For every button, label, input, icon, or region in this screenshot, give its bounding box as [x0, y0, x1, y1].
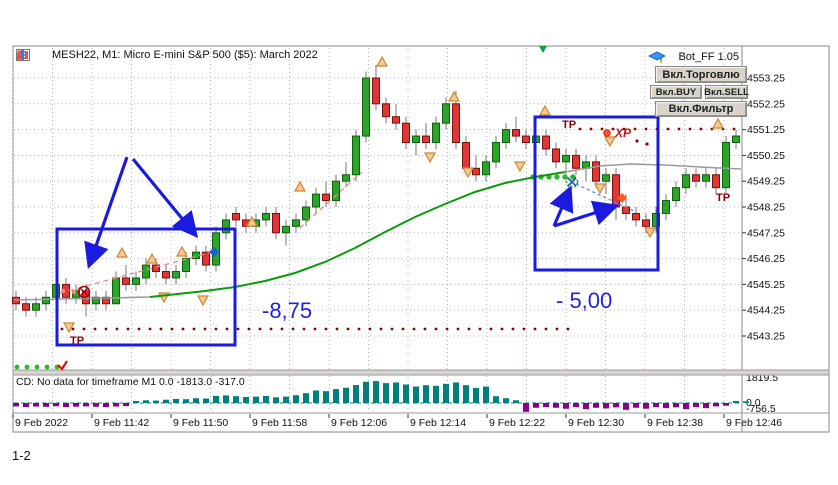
highlight-rect-right[interactable]	[533, 115, 660, 272]
arrow-left-down	[84, 156, 129, 270]
blue-diamond-marker	[209, 247, 219, 257]
loss-label-right: - 5,00	[556, 288, 612, 313]
indicator-histogram	[13, 381, 749, 412]
svg-text:9 Feb 12:30: 9 Feb 12:30	[568, 417, 624, 429]
svg-text:4549.25: 4549.25	[747, 176, 785, 188]
buy-x-marker	[567, 177, 577, 187]
up-arrow-icon	[447, 90, 461, 102]
top-marker-triangle	[539, 46, 547, 53]
enable-sell-button[interactable]: Вкл.SELL	[704, 85, 749, 99]
up-arrow-icon	[711, 117, 725, 129]
svg-text:4553.25: 4553.25	[747, 73, 785, 85]
svg-text:9 Feb 2022: 9 Feb 2022	[15, 417, 68, 429]
signal-dot-rows	[14, 127, 736, 370]
up-arrow-icon	[245, 215, 259, 227]
sell-circle-marker	[77, 285, 91, 299]
down-arrow-icon	[593, 183, 607, 195]
svg-text:9 Feb 12:22: 9 Feb 12:22	[489, 417, 545, 429]
svg-text:4544.25: 4544.25	[747, 305, 785, 317]
bot-label-row: Bot_FF 1.05	[648, 51, 756, 64]
sell-x-marker	[79, 287, 89, 297]
annotation-arrows	[84, 156, 620, 270]
svg-text:9 Feb 12:46: 9 Feb 12:46	[726, 417, 782, 429]
bot-name-label: Bot_FF 1.05	[678, 51, 739, 63]
trendline-blue-dashed	[575, 183, 635, 212]
down-arrow-icon	[513, 161, 527, 173]
chart-type-icon[interactable]	[17, 49, 48, 61]
indicator-info-text: CD: No data for timeframe M1 0.0 -1813.0…	[16, 376, 245, 388]
up-arrow-icon	[175, 245, 189, 257]
down-arrow-icon	[643, 227, 657, 239]
svg-text:4548.25: 4548.25	[747, 202, 785, 214]
graduation-cap-icon	[648, 51, 756, 64]
enable-buy-button[interactable]: Вкл.BUY	[650, 85, 702, 99]
up-arrow-icon	[538, 104, 552, 116]
down-arrow-icon	[196, 295, 210, 307]
tp-label-right: TP	[562, 119, 576, 131]
ma-line-gray-right	[564, 163, 742, 173]
svg-text:4550.25: 4550.25	[747, 150, 785, 162]
svg-text:4552.25: 4552.25	[747, 98, 785, 110]
svg-text:9 Feb 12:38: 9 Feb 12:38	[647, 417, 703, 429]
entry-dot	[71, 289, 77, 295]
up-arrow-icon	[375, 55, 389, 67]
loss-label-left: -8,75	[262, 298, 312, 323]
orange-diamond-marker	[617, 193, 627, 203]
down-arrow-icon	[603, 136, 617, 148]
svg-text:4545.25: 4545.25	[747, 279, 785, 291]
highlight-rect-left[interactable]	[55, 227, 237, 347]
arrow-right-up	[549, 185, 574, 227]
arrow-right-diag	[553, 200, 620, 228]
svg-text:9 Feb 12:14: 9 Feb 12:14	[410, 417, 466, 429]
tp-dot	[635, 139, 639, 143]
svg-text:0.0: 0.0	[746, 397, 761, 409]
buy-circle-marker	[565, 175, 579, 189]
page-caption: 1-2	[12, 448, 31, 463]
axes: 4553.25 4552.25 4551.25 4550.25 4549.25 4548.…	[12, 73, 785, 429]
down-arrow-icon	[62, 322, 76, 334]
enable-trading-button[interactable]: Вкл.Торговлю	[655, 66, 747, 83]
arrow-left-right	[131, 157, 199, 238]
svg-text:9 Feb 11:50: 9 Feb 11:50	[173, 417, 228, 429]
svg-text:4546.25: 4546.25	[747, 253, 785, 265]
svg-text:4547.25: 4547.25	[747, 227, 785, 239]
svg-text:9 Feb 11:42: 9 Feb 11:42	[94, 417, 149, 429]
svg-text:-756.5: -756.5	[746, 403, 776, 415]
semafor-arrows	[62, 55, 725, 334]
chart-title-row: MESH22, M1: Micro E-mini S&P 500 ($5): M…	[16, 49, 318, 61]
svg-text:9 Feb 12:06: 9 Feb 12:06	[331, 417, 387, 429]
chart-title: MESH22, M1: Micro E-mini S&P 500 ($5): M…	[52, 49, 318, 61]
tp-dot	[645, 142, 649, 146]
up-arrow-icon	[115, 246, 129, 258]
up-arrow-icon	[293, 180, 307, 192]
trendline-salmon-mid	[299, 171, 363, 229]
xp-label: ХР	[614, 126, 632, 140]
ma-line-green	[149, 171, 566, 298]
xp-dot-marker	[603, 129, 611, 137]
svg-text:9 Feb 11:58: 9 Feb 11:58	[252, 417, 307, 429]
tp-label-far-right: TP	[716, 192, 730, 204]
svg-text:4543.25: 4543.25	[747, 331, 785, 343]
svg-text:4551.25: 4551.25	[747, 124, 785, 136]
pane-separator[interactable]	[12, 369, 830, 414]
up-arrow-icon	[145, 252, 159, 264]
red-check-marker	[57, 360, 68, 371]
entry-dot	[60, 288, 66, 294]
down-arrow-icon	[423, 152, 437, 164]
down-arrow-icon	[461, 167, 475, 179]
trade-markers	[57, 46, 649, 371]
tp-label-left: TP	[70, 335, 84, 347]
enable-filter-button[interactable]: Вкл.Фильтр	[655, 101, 747, 117]
